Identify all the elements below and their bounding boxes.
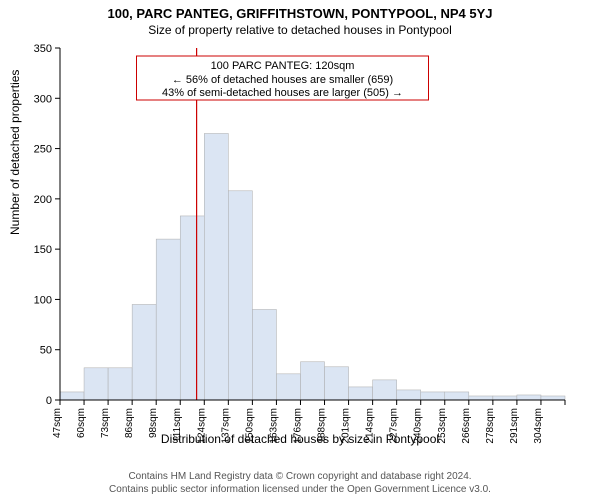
annotation-line-1: 100 PARC PANTEG: 120sqm <box>211 60 355 72</box>
histogram-bar <box>349 387 373 400</box>
chart-container: Number of detached properties 0501001502… <box>0 0 600 500</box>
svg-text:50: 50 <box>40 345 52 357</box>
histogram-bar <box>493 396 517 400</box>
histogram-bar <box>421 392 445 400</box>
svg-text:300: 300 <box>34 93 52 105</box>
x-axis-label: Distribution of detached houses by size … <box>0 432 600 446</box>
histogram-bar <box>156 239 180 400</box>
histogram-bar <box>60 392 84 400</box>
histogram-bar <box>228 191 252 400</box>
svg-text:250: 250 <box>34 144 52 156</box>
histogram-bar <box>397 390 421 400</box>
histogram-bar <box>541 396 565 400</box>
svg-text:200: 200 <box>34 194 52 206</box>
svg-text:350: 350 <box>34 43 52 55</box>
svg-text:150: 150 <box>34 244 52 256</box>
histogram-bar <box>373 380 397 400</box>
histogram-bar <box>180 216 204 400</box>
histogram-bar <box>204 133 228 400</box>
annotation-line-3: 43% of semi-detached houses are larger (… <box>162 87 403 99</box>
histogram-bar <box>108 368 132 400</box>
svg-text:100: 100 <box>34 294 52 306</box>
footer-attribution: Contains HM Land Registry data © Crown c… <box>0 471 600 496</box>
histogram-bar <box>252 309 276 400</box>
footer-line-2: Contains public sector information licen… <box>0 484 600 497</box>
svg-text:0: 0 <box>46 395 52 407</box>
histogram-bar <box>132 304 156 400</box>
histogram-bar <box>325 367 349 400</box>
histogram-bar <box>469 396 493 400</box>
histogram-bar <box>300 362 324 400</box>
histogram-plot: 05010015020025030035047sqm60sqm73sqm86sq… <box>0 0 600 500</box>
histogram-bar <box>517 395 541 400</box>
histogram-bar <box>84 368 108 400</box>
histogram-bar <box>276 374 300 400</box>
annotation-line-2: ← 56% of detached houses are smaller (65… <box>172 74 393 86</box>
histogram-bar <box>445 392 469 400</box>
footer-line-1: Contains HM Land Registry data © Crown c… <box>0 471 600 484</box>
